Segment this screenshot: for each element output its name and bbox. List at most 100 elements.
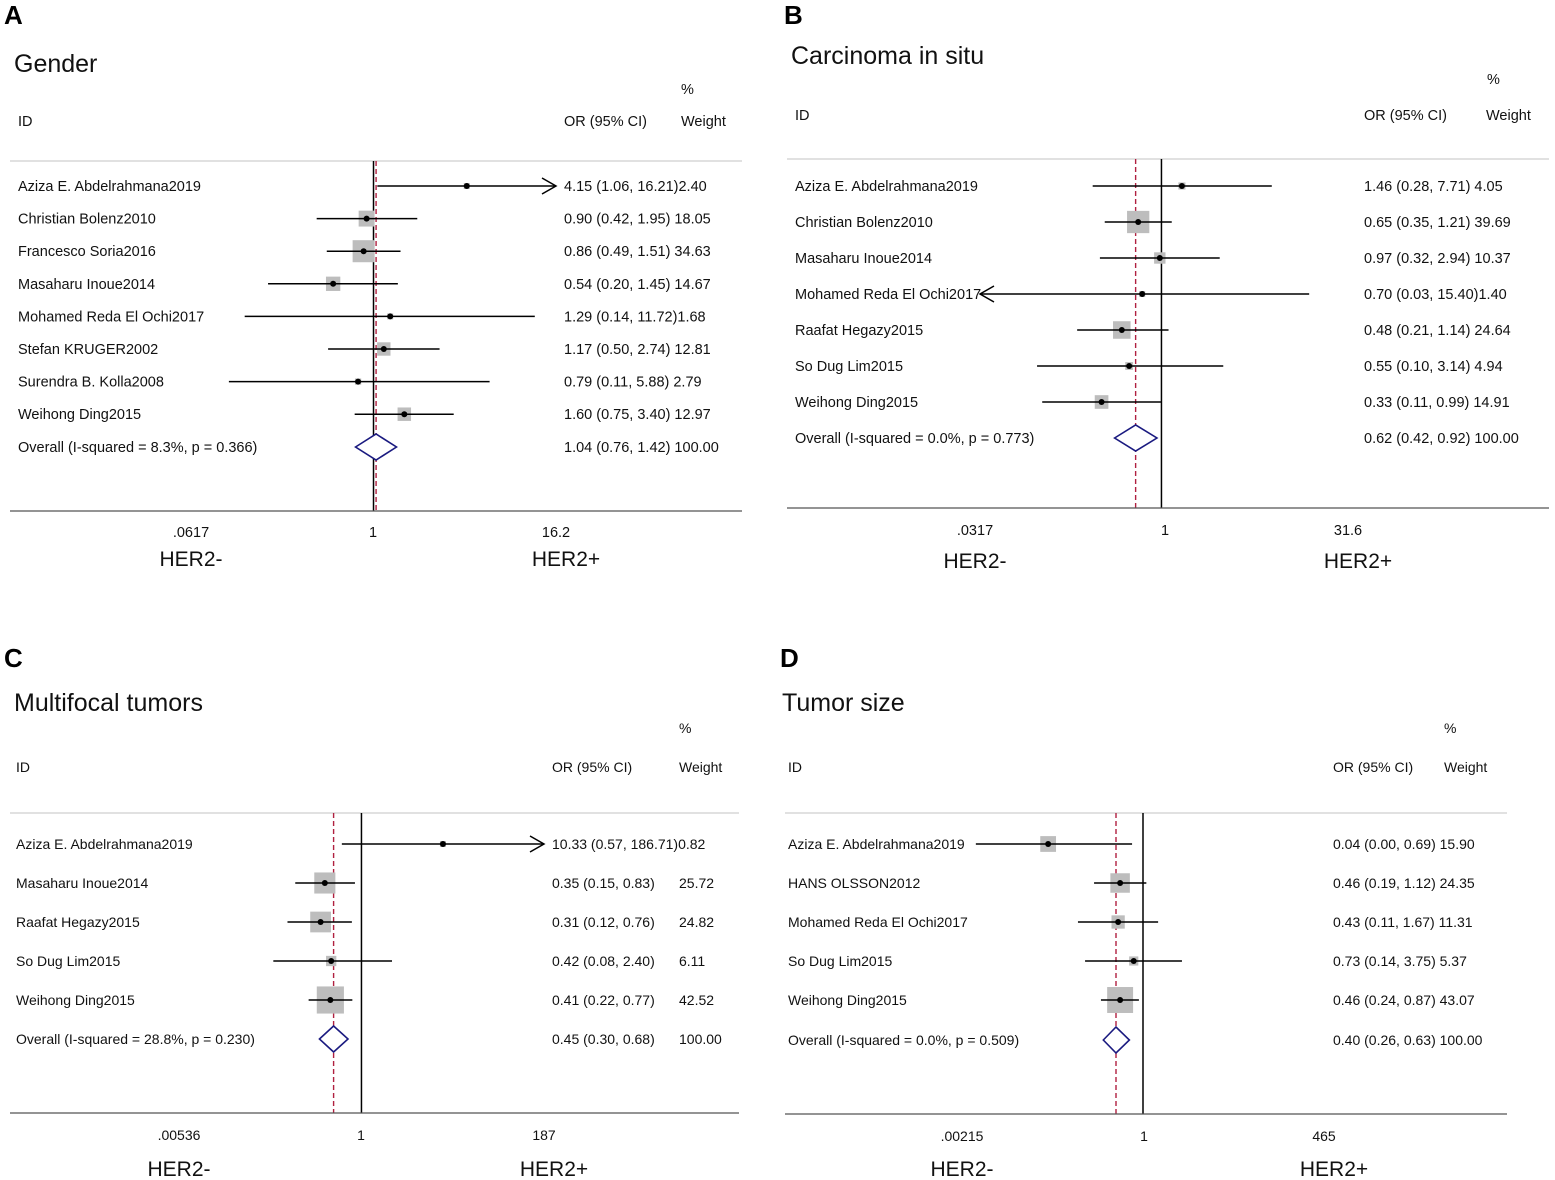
or-ci-text: 0.35 (0.15, 0.83) <box>552 875 655 891</box>
or-ci-text: 0.42 (0.08, 2.40) <box>552 953 655 969</box>
point-estimate <box>463 183 470 189</box>
overall-label: Overall (I-squared = 0.0%, p = 0.773) <box>795 431 1034 447</box>
study-id: Christian Bolenz2010 <box>18 212 156 228</box>
weight-text: 42.52 <box>679 992 714 1008</box>
or-ci-text: 1.46 (0.28, 7.71) 4.05 <box>1364 179 1503 195</box>
or-ci-text: 0.55 (0.10, 3.14) 4.94 <box>1364 359 1503 375</box>
or-ci-text: 0.31 (0.12, 0.76) <box>552 914 655 930</box>
study-id: Aziza E. Abdelrahmana2019 <box>788 836 965 852</box>
study-row: Weihong Ding2015 0.41 (0.22, 0.77) 42.52 <box>16 986 714 1014</box>
header-or-ci: OR (95% CI) <box>1333 759 1413 775</box>
header-weight: Weight <box>681 114 726 130</box>
or-ci-text: 0.46 (0.19, 1.12) 24.35 <box>1333 875 1475 891</box>
point-estimate <box>1118 327 1125 333</box>
header-percent: % <box>679 720 691 736</box>
study-row: Masaharu Inoue2014 0.97 (0.32, 2.94) 10.3… <box>795 251 1511 267</box>
overall-diamond <box>354 433 398 461</box>
or-ci-text: 0.79 (0.11, 5.88) 2.79 <box>564 375 702 391</box>
study-id: Raafat Hegazy2015 <box>795 323 923 339</box>
study-id: Aziza E. Abdelrahmana2019 <box>16 836 193 852</box>
weight-text: 24.82 <box>679 914 714 930</box>
tick-label: .0317 <box>957 523 993 539</box>
forest-panel-d: D Tumor size% ID OR (95% CI) Weight Aziza E. … <box>780 643 1507 1180</box>
right-direction-label: HER2+ <box>1324 550 1392 573</box>
or-ci-text: 0.86 (0.49, 1.51) 34.63 <box>564 244 711 260</box>
study-row: So Dug Lim2015 0.55 (0.10, 3.14) 4.94 <box>795 359 1503 375</box>
overall-or-ci-text: 0.45 (0.30, 0.68) <box>552 1031 655 1047</box>
overall-row: Overall (I-squared = 8.3%, p = 0.366) 1.0… <box>18 433 719 461</box>
tick-label: 465 <box>1312 1128 1336 1144</box>
point-estimate <box>1117 997 1124 1003</box>
tick-label: 1 <box>357 1127 365 1143</box>
study-row: Mohamed Reda El Ochi2017 1.29 (0.14, 11.7… <box>18 309 706 325</box>
tick-label: 31.6 <box>1334 523 1362 539</box>
left-direction-label: HER2- <box>943 550 1006 573</box>
point-estimate <box>1115 919 1122 925</box>
study-row: Aziza E. Abdelrahmana2019 4.15 (1.06, 16.… <box>18 177 707 195</box>
overall-diamond <box>318 1024 350 1054</box>
point-estimate <box>387 313 394 320</box>
study-id: Weihong Ding2015 <box>18 407 141 423</box>
study-id: Masaharu Inoue2014 <box>18 277 155 293</box>
panel-letter: B <box>784 0 803 30</box>
point-estimate <box>330 280 337 287</box>
left-direction-label: HER2- <box>930 1158 993 1180</box>
study-id: Francesco Soria2016 <box>18 244 156 260</box>
overall-label: Overall (I-squared = 8.3%, p = 0.366) <box>18 440 257 456</box>
tick-label: 1 <box>369 525 377 541</box>
study-row: Mohamed Reda El Ochi2017 0.43 (0.11, 1.67… <box>788 914 1473 930</box>
study-row: Francesco Soria2016 0.86 (0.49, 1.51) 34.… <box>18 240 711 263</box>
study-row: Weihong Ding2015 1.60 (0.75, 3.40) 12.97 <box>18 407 711 423</box>
panel-letter: C <box>4 643 23 673</box>
panel-title: Multifocal tumors <box>14 689 203 717</box>
study-id: Surendra B. Kolla2008 <box>18 375 164 391</box>
header-id: ID <box>788 759 802 775</box>
study-row: Christian Bolenz2010 0.90 (0.42, 1.95) 18… <box>18 210 711 228</box>
study-id: So Dug Lim2015 <box>16 953 121 969</box>
weight-text: 6.11 <box>679 953 705 969</box>
study-id: Aziza E. Abdelrahmana2019 <box>795 179 978 195</box>
study-id: Aziza E. Abdelrahmana2019 <box>18 179 201 195</box>
study-id: Weihong Ding2015 <box>16 992 135 1008</box>
or-ci-text: 0.54 (0.20, 1.45) 14.67 <box>564 277 711 293</box>
overall-label: Overall (I-squared = 0.0%, p = 0.509) <box>788 1032 1019 1048</box>
study-row: Aziza E. Abdelrahmana2019 0.04 (0.00, 0.6… <box>788 836 1475 852</box>
right-direction-label: HER2+ <box>1300 1158 1368 1180</box>
or-ci-text: 4.15 (1.06, 16.21)2.40 <box>564 179 707 195</box>
study-row: So Dug Lim2015 0.73 (0.14, 3.75) 5.37 <box>788 953 1467 969</box>
ci-arrow-right <box>541 177 558 195</box>
study-id: Raafat Hegazy2015 <box>16 914 140 930</box>
panel-title: Tumor size <box>782 689 905 717</box>
panel-letter: D <box>780 643 799 673</box>
header-percent: % <box>1444 720 1456 736</box>
header-weight: Weight <box>679 759 722 775</box>
or-ci-text: 10.33 (0.57, 186.71)0.82 <box>552 836 706 852</box>
overall-or-ci-text: 1.04 (0.76, 1.42) 100.00 <box>564 440 719 456</box>
header-percent: % <box>1487 72 1500 88</box>
study-row: Surendra B. Kolla2008 0.79 (0.11, 5.88) 2… <box>18 375 702 391</box>
tick-label: .00215 <box>941 1128 984 1144</box>
point-estimate <box>1156 255 1163 261</box>
study-id: Mohamed Reda El Ochi2017 <box>18 309 204 325</box>
overall-diamond <box>1102 1025 1131 1055</box>
study-row: Aziza E. Abdelrahmana2019 1.46 (0.28, 7.7… <box>795 179 1503 195</box>
point-estimate <box>1130 958 1137 964</box>
study-id: Christian Bolenz2010 <box>795 215 933 231</box>
study-row: Weihong Ding2015 0.33 (0.11, 0.99) 14.91 <box>795 395 1510 411</box>
study-row: Christian Bolenz2010 0.65 (0.35, 1.21) 39… <box>795 210 1511 234</box>
tick-label: 16.2 <box>542 525 570 541</box>
study-row: So Dug Lim2015 0.42 (0.08, 2.40) 6.11 <box>16 953 705 969</box>
overall-row: Overall (I-squared = 0.0%, p = 0.509) 0.4… <box>788 1025 1483 1055</box>
study-id: Mohamed Reda El Ochi2017 <box>795 287 981 303</box>
right-direction-label: HER2+ <box>532 548 600 571</box>
or-ci-text: 1.60 (0.75, 3.40) 12.97 <box>564 407 711 423</box>
point-estimate <box>321 880 328 886</box>
study-id: So Dug Lim2015 <box>788 953 893 969</box>
point-estimate <box>327 997 334 1003</box>
or-ci-text: 0.46 (0.24, 0.87) 43.07 <box>1333 992 1475 1008</box>
study-id: Weihong Ding2015 <box>788 992 907 1008</box>
panel-title: Gender <box>14 50 97 78</box>
point-estimate <box>328 958 335 964</box>
or-ci-text: 0.48 (0.21, 1.14) 24.64 <box>1364 323 1511 339</box>
or-ci-text: 0.33 (0.11, 0.99) 14.91 <box>1364 395 1510 411</box>
